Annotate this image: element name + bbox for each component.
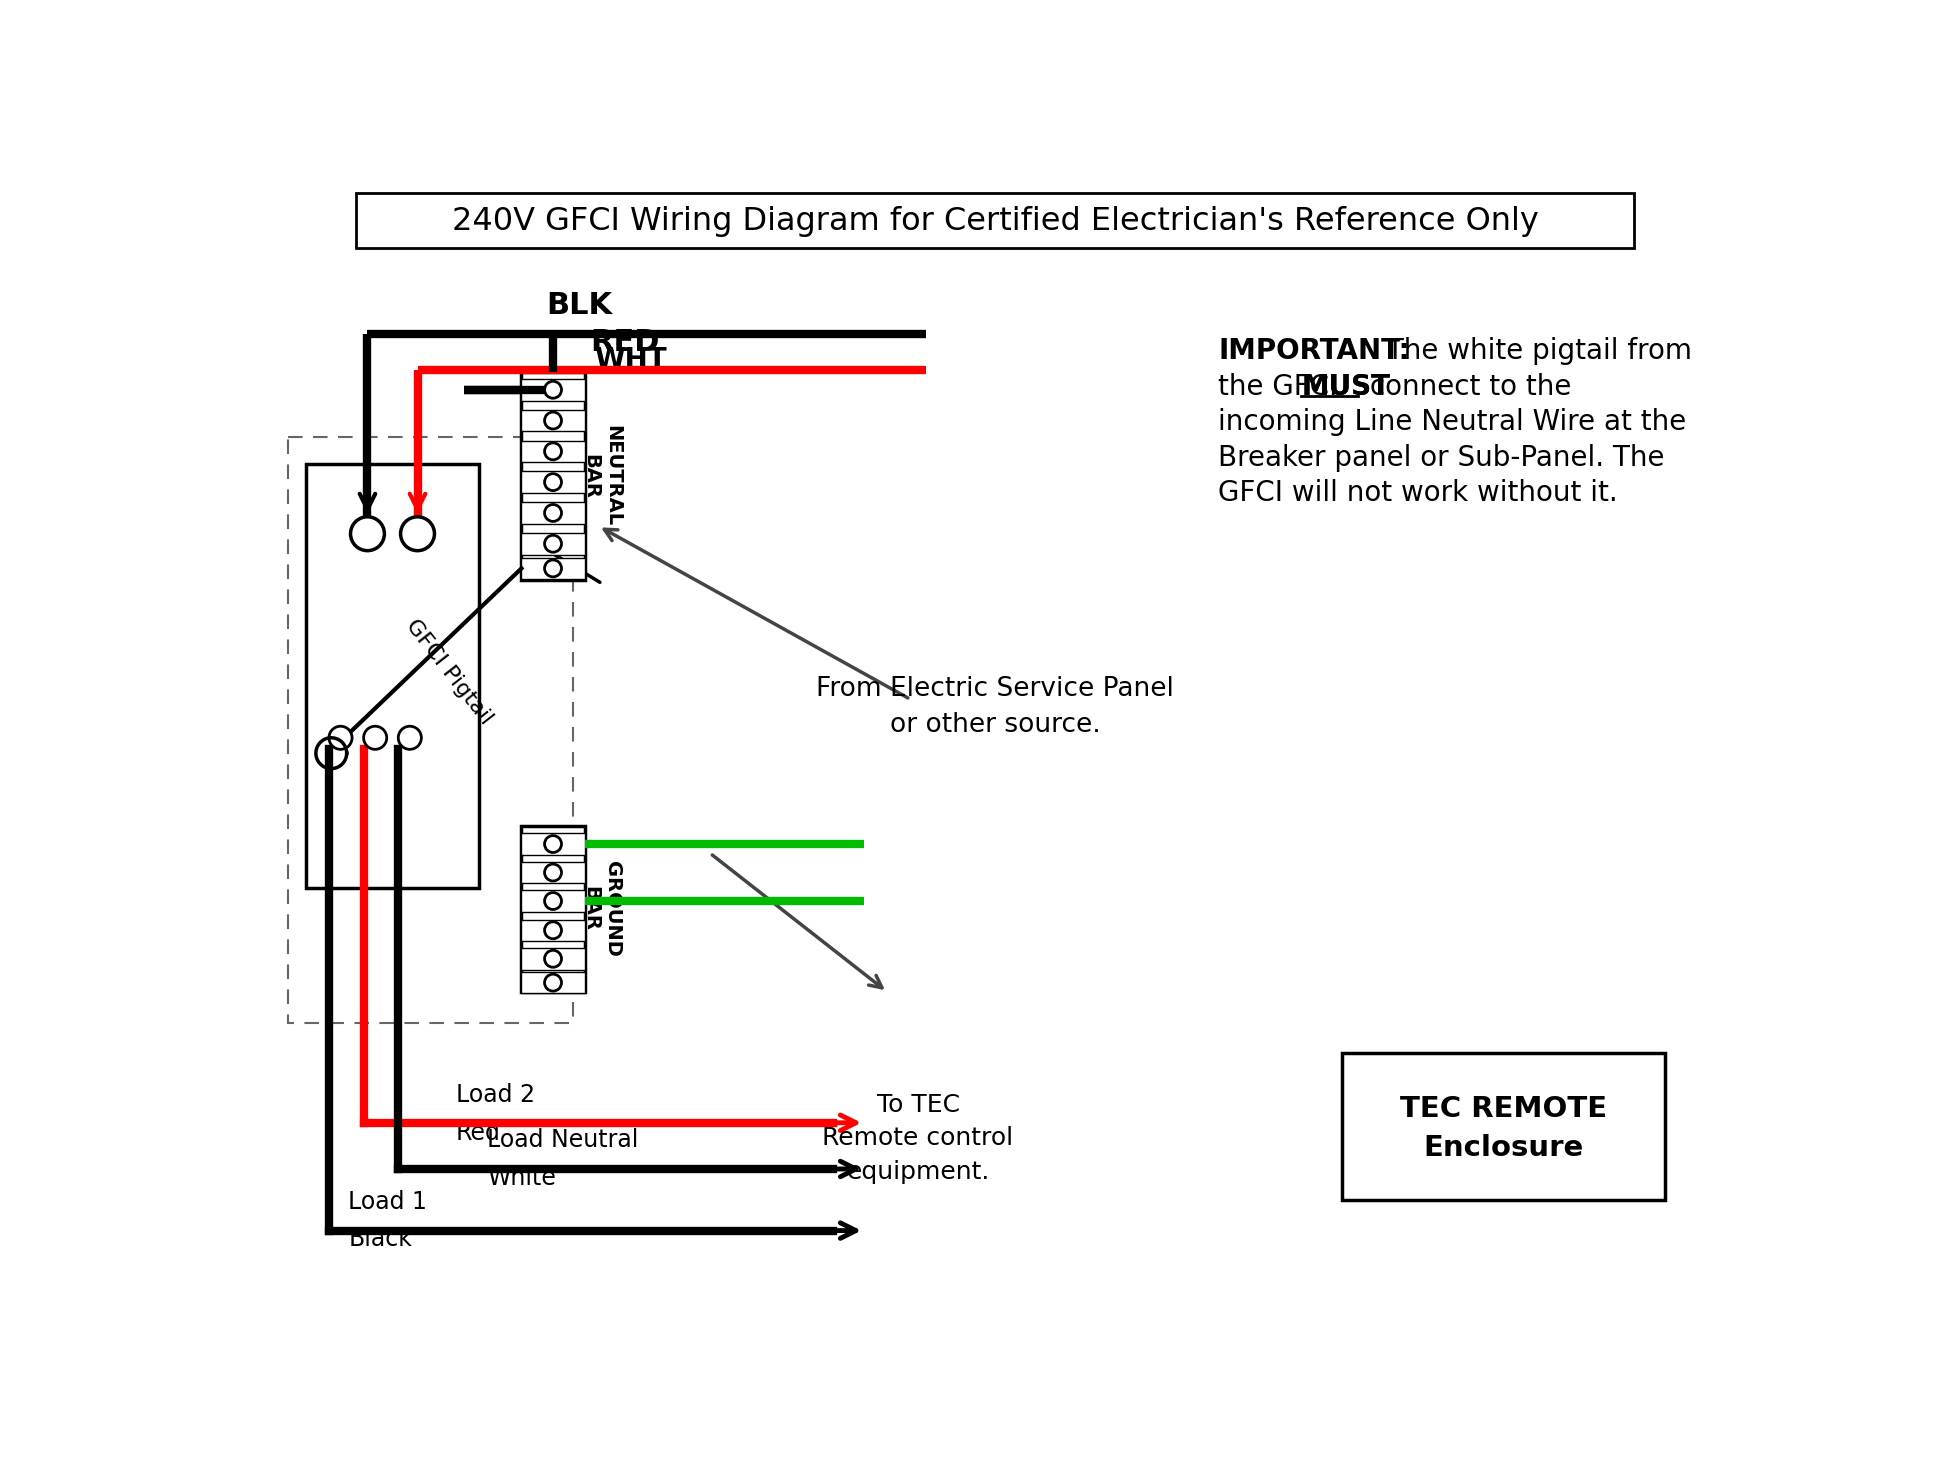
Text: Breaker panel or Sub-Panel. The: Breaker panel or Sub-Panel. The (1218, 444, 1666, 471)
Text: TEC REMOTE
Enclosure: TEC REMOTE Enclosure (1399, 1095, 1607, 1161)
Circle shape (545, 864, 562, 881)
Circle shape (364, 726, 387, 750)
Text: incoming Line Neutral Wire at the: incoming Line Neutral Wire at the (1218, 408, 1687, 436)
Bar (1341, 1054, 1666, 1200)
Circle shape (350, 517, 385, 550)
Bar (522, 410, 584, 432)
Bar (522, 919, 584, 941)
Circle shape (545, 505, 562, 521)
Bar (356, 193, 1635, 247)
Text: Load 1: Load 1 (348, 1190, 426, 1214)
Bar (522, 890, 584, 912)
Text: The white pigtail from: The white pigtail from (1378, 337, 1693, 366)
Circle shape (545, 474, 562, 490)
Text: GROUND
BAR: GROUND BAR (582, 861, 623, 956)
Circle shape (545, 836, 562, 852)
Circle shape (545, 559, 562, 577)
Text: Red: Red (455, 1121, 500, 1145)
Circle shape (545, 922, 562, 938)
Text: NEUTRAL
BAR: NEUTRAL BAR (582, 426, 623, 527)
Bar (522, 862, 584, 883)
Circle shape (399, 726, 422, 750)
Bar (522, 972, 584, 994)
Circle shape (545, 893, 562, 909)
Text: 240V GFCI Wiring Diagram for Certified Electrician's Reference Only: 240V GFCI Wiring Diagram for Certified E… (451, 206, 1539, 237)
Bar (522, 533, 584, 555)
Text: To TEC
Remote control
equipment.: To TEC Remote control equipment. (823, 1092, 1014, 1184)
Text: MUST: MUST (1302, 373, 1391, 401)
Bar (522, 471, 584, 493)
Circle shape (545, 974, 562, 991)
Text: connect to the: connect to the (1360, 373, 1570, 401)
Bar (522, 558, 584, 580)
Text: From Electric Service Panel
or other source.: From Electric Service Panel or other sou… (815, 676, 1173, 738)
Text: Black: Black (348, 1227, 413, 1252)
Text: BLK: BLK (547, 291, 613, 321)
Text: Load Neutral: Load Neutral (486, 1129, 638, 1152)
Text: Load 2: Load 2 (455, 1083, 535, 1107)
Bar (522, 502, 584, 524)
Circle shape (401, 517, 434, 550)
Text: GFCI will not work without it.: GFCI will not work without it. (1218, 479, 1617, 507)
Circle shape (545, 381, 562, 398)
Circle shape (329, 726, 352, 750)
Bar (306, 464, 479, 889)
Text: WHT: WHT (595, 347, 667, 375)
Bar (522, 379, 584, 401)
Circle shape (545, 950, 562, 968)
Text: MUST: MUST (1302, 373, 1391, 401)
Text: GFCI Pigtail: GFCI Pigtail (403, 616, 496, 729)
Circle shape (545, 444, 562, 460)
Bar (522, 949, 584, 969)
Bar (522, 833, 584, 855)
Circle shape (545, 536, 562, 552)
Bar (522, 826, 584, 993)
Text: White: White (486, 1165, 557, 1190)
Circle shape (545, 411, 562, 429)
Text: RED: RED (592, 328, 660, 357)
Text: the GFCI: the GFCI (1218, 373, 1347, 401)
Bar (522, 372, 584, 580)
Text: IMPORTANT:: IMPORTANT: (1218, 337, 1411, 366)
Bar (288, 438, 572, 1023)
Bar (522, 441, 584, 463)
